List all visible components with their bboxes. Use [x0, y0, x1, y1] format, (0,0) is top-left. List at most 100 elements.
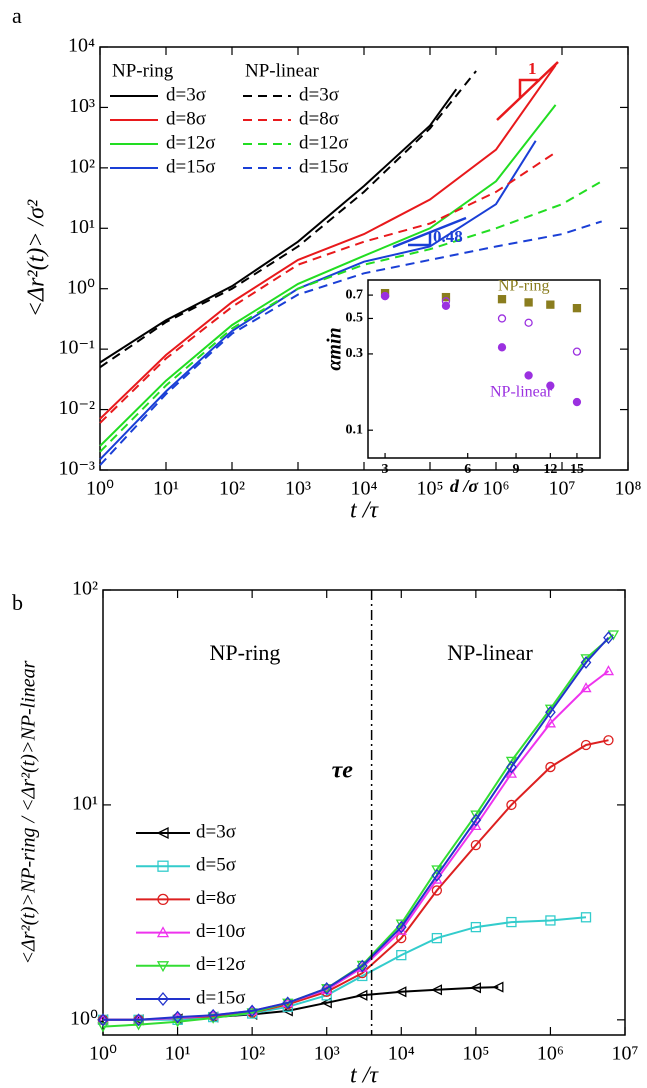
legend-label: d=3σ — [166, 84, 206, 105]
data-marker — [470, 921, 482, 933]
data-marker — [470, 813, 482, 827]
panel-label: a — [12, 3, 22, 28]
series-line — [99, 220, 603, 466]
data-marker — [506, 916, 517, 928]
data-marker — [545, 761, 556, 773]
y-tick-label: 0.1 — [346, 422, 364, 437]
y-tick-label: 10³ — [69, 95, 95, 117]
x-tick-label: 10⁴ — [351, 478, 378, 500]
x-tick-label: 10⁶ — [483, 478, 510, 500]
reference-label: τe — [332, 758, 354, 784]
y-tick-label: 10⁰ — [67, 276, 95, 298]
data-marker — [505, 767, 518, 778]
x-tick-label: 6 — [464, 462, 471, 477]
data-marker — [544, 717, 557, 728]
x-tick-label: 10⁸ — [615, 478, 642, 500]
y-tick-label: 10⁻¹ — [58, 337, 95, 359]
series-line — [99, 151, 557, 424]
x-tick-label: 9 — [513, 462, 520, 477]
panel-label: b — [12, 590, 23, 615]
data-marker — [430, 984, 443, 996]
x-tick-label: 10⁰ — [86, 478, 114, 500]
x-tick-label: 10¹ — [165, 1043, 191, 1065]
annotation: NP-linear — [447, 640, 533, 665]
data-marker — [356, 959, 368, 973]
annotation: 0.48 — [433, 227, 463, 246]
legend-marker — [156, 826, 169, 840]
data-marker — [97, 1022, 109, 1033]
data-marker — [246, 1004, 258, 1018]
legend-label: d=8σ — [299, 108, 339, 129]
series-line — [99, 180, 603, 453]
data-marker — [470, 839, 482, 851]
data-marker — [524, 371, 533, 380]
data-marker — [282, 996, 294, 1010]
series-line — [99, 70, 477, 369]
data-marker — [524, 298, 533, 307]
legend-marker — [156, 926, 170, 938]
data-marker — [572, 397, 582, 407]
x-axis-label: t /τ — [350, 498, 379, 524]
data-marker — [580, 682, 592, 693]
legend-marker — [157, 893, 169, 906]
legend-label: d=12σ — [166, 132, 215, 153]
y-tick-label: 0.5 — [346, 311, 364, 326]
data-marker — [431, 868, 443, 882]
data-marker — [546, 381, 555, 390]
series-line — [103, 916, 587, 1021]
x-tick-label: 10² — [219, 478, 245, 500]
data-marker — [132, 1020, 145, 1031]
legend-label: d=8σ — [166, 108, 206, 129]
series-line — [99, 64, 557, 420]
data-marker — [320, 997, 332, 1009]
data-marker — [172, 1010, 183, 1024]
legend-marker — [157, 860, 169, 872]
legend-label: d=15σ — [166, 156, 215, 177]
legend-header: NP-linear — [245, 60, 320, 81]
data-marker — [497, 343, 507, 352]
series-line — [99, 88, 458, 364]
y-tick-label: 0.7 — [346, 287, 364, 302]
data-marker — [492, 981, 504, 993]
y-tick-label: 10¹ — [72, 793, 98, 815]
data-marker — [572, 347, 582, 356]
data-marker — [396, 949, 407, 961]
data-marker — [603, 735, 614, 746]
annotation: 1 — [528, 59, 537, 78]
data-marker — [545, 705, 556, 719]
legend-marker — [157, 991, 169, 1007]
data-marker — [97, 1013, 109, 1027]
plot-frame — [367, 279, 601, 459]
series-label: NP-ring — [498, 278, 550, 295]
y-tick-label: 10⁻³ — [58, 458, 95, 480]
slope-guide — [496, 61, 559, 121]
legend-header: NP-ring — [112, 60, 174, 81]
data-marker — [506, 799, 517, 811]
x-tick-label: 10⁷ — [549, 478, 576, 500]
series-line — [99, 140, 537, 461]
x-tick-label: 10² — [239, 1043, 265, 1065]
data-marker — [546, 300, 555, 309]
data-marker — [356, 989, 368, 1001]
legend-label: d=3σ — [299, 84, 339, 105]
x-tick-label: 10⁰ — [89, 1043, 117, 1065]
x-tick-label: 12 — [543, 462, 557, 477]
legend-label: d=15σ — [196, 987, 245, 1008]
x-tick-label: 10⁷ — [612, 1043, 639, 1065]
data-marker — [505, 756, 518, 767]
data-marker — [321, 982, 333, 995]
y-tick-label: 10² — [72, 578, 98, 600]
data-marker — [441, 292, 451, 302]
data-marker — [431, 885, 443, 896]
x-axis-label: t /τ — [350, 1063, 379, 1088]
legend-label: d=8σ — [196, 888, 236, 909]
data-marker — [441, 297, 451, 306]
y-tick-label: 0.3 — [346, 346, 364, 361]
data-marker — [395, 920, 407, 934]
data-marker — [470, 819, 482, 830]
legend-label: d=15σ — [299, 156, 348, 177]
x-tick-label: 3 — [382, 462, 389, 477]
data-marker — [207, 1008, 219, 1022]
annotation: NP-ring — [210, 640, 281, 665]
